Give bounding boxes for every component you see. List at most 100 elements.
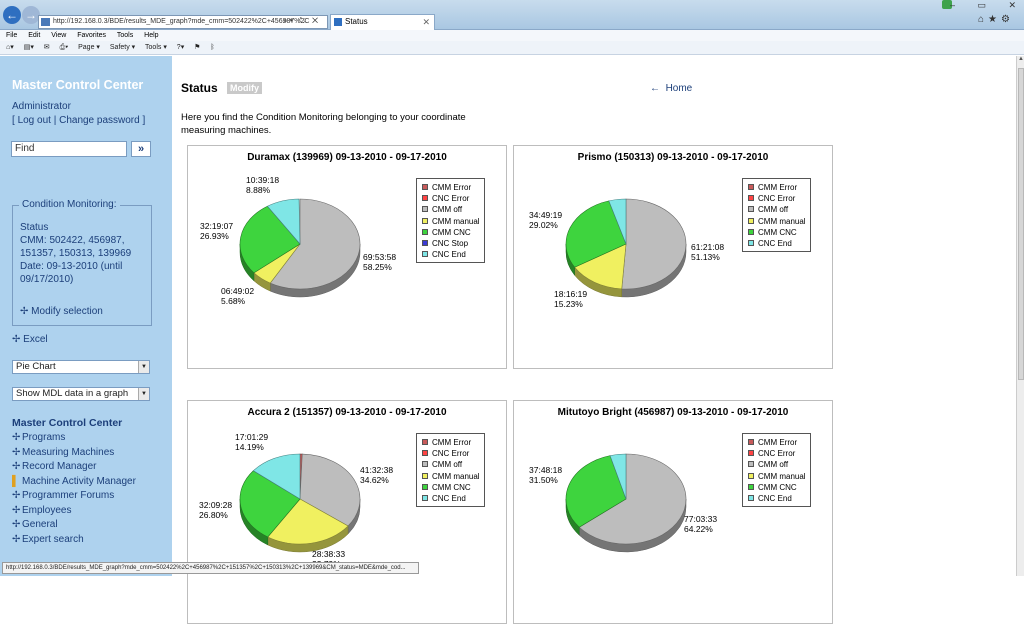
address-tools-icon[interactable]: ⌕▾ ↻ ✕ bbox=[283, 16, 321, 25]
pie-chart bbox=[239, 453, 361, 553]
pie-slice-cmm-manual bbox=[574, 243, 627, 290]
tab-title: Status bbox=[345, 17, 368, 26]
scrollbar-thumb[interactable] bbox=[1018, 68, 1024, 380]
home-star-gear-icon[interactable]: ⌂★⚙ bbox=[978, 14, 1014, 25]
slice-label: 17:01:29 14.19% bbox=[235, 432, 268, 452]
modify-button[interactable]: Modify bbox=[227, 82, 262, 94]
sidebar-item-programmer-forums[interactable]: ✢ Programmer Forums bbox=[12, 489, 136, 504]
address-bar[interactable]: http://192.168.0.3/BDE/results_MDE_graph… bbox=[38, 15, 328, 29]
slice-percent: 15.23% bbox=[554, 299, 583, 309]
legend-entry: CMM manual bbox=[748, 471, 806, 482]
slice-percent: 29.02% bbox=[529, 220, 558, 230]
menu-file[interactable]: File bbox=[6, 32, 18, 39]
tab-close-icon[interactable]: ✕ bbox=[422, 17, 430, 27]
search-input[interactable]: Find bbox=[11, 141, 127, 157]
sidebar-item-record-manager[interactable]: ✢ Record Manager bbox=[12, 460, 136, 475]
slice-percent: 34.62% bbox=[360, 475, 389, 485]
slice-time: 17:01:29 bbox=[235, 432, 269, 442]
cm-status: Status bbox=[20, 222, 49, 233]
legend-label: CNC End bbox=[758, 493, 792, 503]
excel-link[interactable]: ✢ Excel bbox=[12, 334, 48, 345]
cmd-safety[interactable]: Safety ▾ bbox=[109, 44, 136, 51]
modify-selection-label: Modify selection bbox=[31, 306, 103, 317]
home-label: Home bbox=[665, 83, 693, 94]
legend-label: CNC Error bbox=[432, 194, 470, 204]
legend-swatch bbox=[748, 228, 754, 235]
menu-edit[interactable]: Edit bbox=[28, 32, 41, 39]
legend-label: CMM manual bbox=[758, 216, 806, 226]
legend-entry: CNC Stop bbox=[422, 238, 480, 249]
sidebar: Master Control Center Administrator [ Lo… bbox=[0, 56, 172, 576]
pie-slice-cnc-end bbox=[266, 198, 301, 245]
cmd-tools[interactable]: Tools ▾ bbox=[145, 44, 167, 51]
sidebar-item-expert-search[interactable]: ✢ Expert search bbox=[12, 533, 136, 548]
excel-label: Excel bbox=[23, 334, 48, 345]
slice-label: 77:03:33 64.22% bbox=[684, 514, 717, 534]
chart-type-select[interactable]: Pie Chart ▼ bbox=[12, 360, 150, 374]
tab-status[interactable]: Status ✕ bbox=[330, 14, 435, 30]
slice-label: 37:48:18 31.50% bbox=[529, 465, 562, 485]
vertical-scrollbar[interactable]: ▲ bbox=[1016, 56, 1024, 576]
modify-selection-link[interactable]: ✢ Modify selection bbox=[20, 306, 103, 317]
home-link[interactable]: ← Home bbox=[650, 83, 692, 94]
menu-tools[interactable]: Tools bbox=[116, 32, 134, 39]
help-icon[interactable]: ?▾ bbox=[176, 44, 185, 51]
legend-entry: CMM Error bbox=[422, 182, 480, 193]
bluetooth-icon[interactable]: ᛒ bbox=[210, 44, 215, 51]
condition-monitoring-details: Status CMM: 502422, 456987, 151357, 1503… bbox=[20, 221, 148, 286]
legend-swatch bbox=[748, 206, 754, 213]
pie-slice-cmm-cnc bbox=[565, 200, 627, 268]
cm-date: Date: 09-13-2010 (until 09/17/2010) bbox=[20, 261, 123, 285]
back-arrow-icon[interactable]: ← bbox=[3, 6, 21, 24]
slice-percent: 14.19% bbox=[235, 442, 264, 452]
feedback-icon[interactable] bbox=[942, 0, 952, 9]
legend-entry: CMM off bbox=[422, 204, 480, 215]
slice-time: 77:03:33 bbox=[684, 514, 718, 524]
window-controls[interactable]: – ▭ ✕ bbox=[949, 0, 1016, 10]
change-password-link[interactable]: Change password bbox=[59, 115, 140, 126]
legend-swatch bbox=[422, 239, 428, 246]
menu-help[interactable]: Help bbox=[144, 32, 159, 39]
feeds-icon[interactable]: ▤▾ bbox=[23, 44, 34, 51]
mdl-data-select[interactable]: Show MDL data in a graph ▼ bbox=[12, 387, 150, 401]
sidebar-item-general[interactable]: ✢ General bbox=[12, 518, 136, 533]
slice-label: 32:19:07 26.93% bbox=[200, 221, 233, 241]
chevron-down-icon[interactable]: ▼ bbox=[138, 388, 149, 400]
logout-link[interactable]: Log out bbox=[17, 115, 51, 126]
home-icon[interactable]: ⌂▾ bbox=[6, 44, 14, 51]
forward-arrow-icon[interactable]: → bbox=[22, 6, 40, 24]
legend-label: CMM manual bbox=[432, 471, 480, 481]
print-icon[interactable]: ⎙▾ bbox=[59, 44, 69, 51]
legend-label: CMM CNC bbox=[432, 482, 471, 492]
arrow-icon: ✢ bbox=[12, 490, 21, 501]
sidebar-item-employees[interactable]: ✢ Employees bbox=[12, 504, 136, 519]
legend-label: CMM Error bbox=[758, 183, 798, 192]
chart-prismo: Prismo (150313) 09-13-2010 - 09-17-2010 … bbox=[513, 145, 833, 369]
slice-time: 32:19:07 bbox=[200, 221, 234, 231]
sidebar-item-programs[interactable]: ✢ Programs bbox=[12, 431, 136, 446]
chevron-down-icon[interactable]: ▼ bbox=[138, 361, 149, 373]
menu-favorites[interactable]: Favorites bbox=[77, 32, 107, 39]
chart-legend: CMM Error CNC Error CMM off CMM manual CMM C… bbox=[742, 178, 811, 253]
pie-slice-cmm-off bbox=[621, 198, 687, 290]
legend-swatch bbox=[748, 494, 754, 501]
legend-swatch bbox=[422, 228, 428, 235]
user-name: Administrator bbox=[12, 101, 71, 112]
legend-label: CMM off bbox=[758, 205, 789, 215]
menu-view[interactable]: View bbox=[51, 32, 67, 39]
chart-mitutoyo-bright: Mitutoyo Bright (456987) 09-13-2010 - 09… bbox=[513, 400, 833, 624]
sidebar-item-label: General bbox=[22, 519, 58, 530]
sidebar-item-measuring-machines[interactable]: ✢ Measuring Machines bbox=[12, 446, 136, 461]
research-icon[interactable]: ⚑ bbox=[194, 44, 201, 51]
legend-swatch bbox=[422, 206, 428, 213]
sidebar-item-label: Measuring Machines bbox=[22, 446, 115, 458]
chart-title: Duramax (139969) 09-13-2010 - 09-17-2010 bbox=[247, 152, 447, 163]
chart-title: Mitutoyo Bright (456987) 09-13-2010 - 09… bbox=[557, 407, 789, 418]
pie-slice-cnc-end bbox=[609, 453, 627, 500]
scroll-up-icon[interactable]: ▲ bbox=[1018, 56, 1024, 62]
sidebar-item-machine-activity-manager[interactable]: ▌ Machine Activity Manager bbox=[12, 475, 136, 490]
search-button[interactable]: » bbox=[131, 141, 151, 157]
cmd-page[interactable]: Page ▾ bbox=[78, 44, 100, 51]
mail-icon[interactable]: ✉ bbox=[43, 44, 50, 51]
legend-entry: CMM CNC bbox=[422, 227, 480, 238]
